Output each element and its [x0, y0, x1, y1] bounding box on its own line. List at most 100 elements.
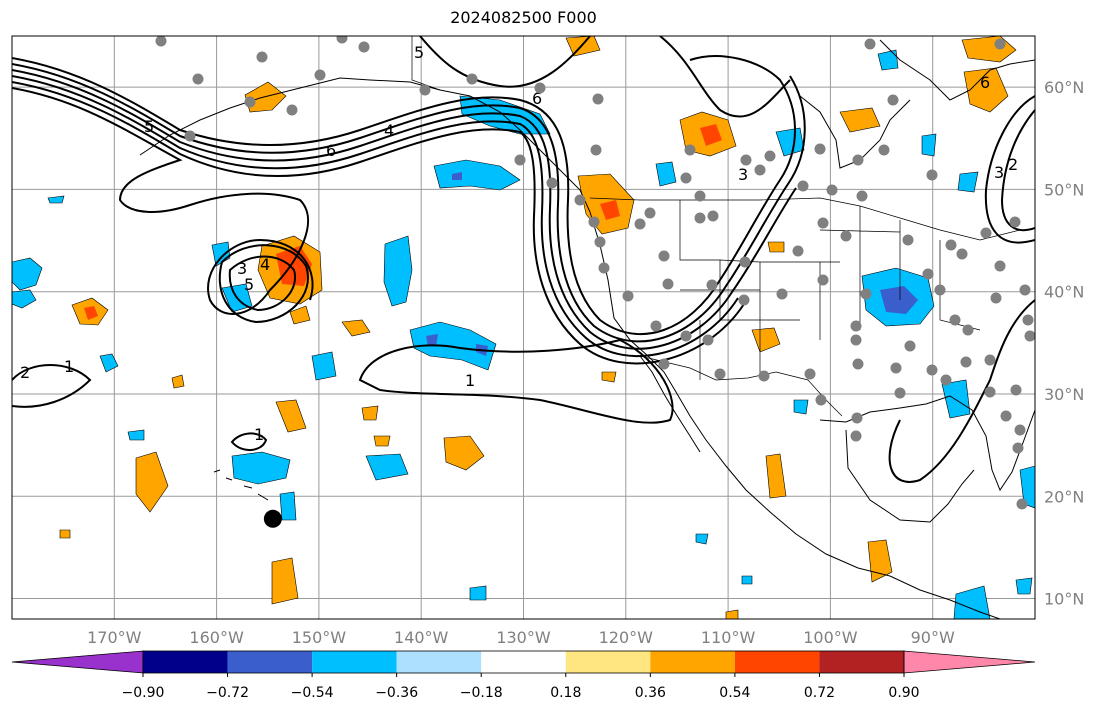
contour-label: 5	[144, 117, 154, 136]
anomaly-blob	[289, 305, 311, 325]
contour-label: 6	[532, 89, 542, 108]
contour-lines	[12, 36, 1035, 483]
station-dot	[815, 394, 827, 406]
station-dot	[650, 320, 662, 332]
anomaly-blob	[426, 334, 438, 346]
station-dot	[817, 217, 829, 229]
lat-tick-label: 50°N	[1044, 180, 1084, 199]
station-dot	[852, 358, 864, 370]
coastlines	[139, 39, 1035, 619]
station-dot	[590, 144, 602, 156]
station-dot	[592, 93, 604, 105]
colorbar-segment	[396, 651, 482, 673]
anomaly-blob	[469, 585, 487, 601]
contour-label: 3	[738, 165, 748, 184]
coastline-yucatan	[845, 429, 975, 523]
anomaly-blob	[725, 609, 739, 619]
lon-tick-label: 90°W	[911, 628, 955, 647]
anomaly-blob	[373, 435, 391, 447]
contour-line	[419, 36, 591, 88]
station-dot	[922, 268, 934, 280]
station-dot	[358, 41, 370, 53]
station-dot	[534, 82, 546, 94]
station-dot	[984, 354, 996, 366]
contour-line	[659, 36, 791, 118]
station-dot	[817, 274, 829, 286]
station-dot	[634, 218, 646, 230]
station-dot	[155, 36, 167, 47]
station-dot	[706, 279, 718, 291]
station-dot	[702, 334, 714, 346]
station-dot	[740, 154, 752, 166]
border-alaska-canada	[411, 36, 441, 91]
anomaly-blob	[1015, 577, 1033, 595]
colorbar-extend-low	[11, 650, 144, 674]
colorbar	[11, 650, 1036, 674]
anomaly-blob	[565, 36, 601, 57]
colorbar-labels: −0.90 −0.72 −0.54 −0.36 −0.18 0.18 0.36 0.54 0.7…	[122, 673, 920, 701]
station-dot	[1016, 498, 1028, 510]
anomaly-blob	[767, 241, 785, 253]
anomaly-blob	[383, 235, 413, 307]
anomaly-blob	[279, 491, 297, 521]
contour-label: 1	[254, 425, 264, 444]
anomaly-blob	[880, 286, 918, 314]
station-dot	[707, 210, 719, 222]
station-dot	[949, 314, 961, 326]
anomaly-blob	[839, 107, 881, 133]
station-dot	[902, 234, 914, 246]
station-dot	[1014, 424, 1026, 436]
station-dot	[546, 177, 558, 189]
station-dot	[850, 430, 862, 442]
contour-line	[1000, 109, 1035, 232]
latitude-labels: 60°N 50°N 40°N 30°N 20°N 10°N	[1044, 78, 1084, 608]
anomaly-blob	[275, 399, 307, 433]
colorbar-segment	[565, 651, 651, 673]
station-dot	[662, 278, 674, 290]
anomaly-blob	[793, 399, 809, 415]
contour-label: 1	[465, 371, 475, 390]
contour-line	[358, 338, 674, 424]
colorbar-segment	[312, 651, 397, 673]
station-dot	[850, 334, 862, 346]
contour-line	[12, 75, 739, 358]
anomaly-blob	[135, 451, 169, 513]
station-dot	[680, 172, 692, 184]
anomaly-blob	[271, 557, 299, 605]
station-dot	[980, 227, 992, 239]
political-borders	[411, 36, 1021, 417]
contour-label: 2	[20, 363, 30, 382]
lon-tick-label: 120°W	[599, 628, 654, 647]
anomaly-blob	[953, 585, 991, 619]
anomaly-blob	[1019, 465, 1035, 509]
colorbar-segment	[650, 651, 735, 673]
colorbar-tick-label: 0.54	[719, 685, 750, 701]
station-dot	[644, 207, 656, 219]
anomaly-blob	[12, 257, 43, 291]
contour-label: 4	[260, 255, 270, 274]
station-dot	[286, 104, 298, 116]
station-dot	[990, 292, 1002, 304]
station-dot	[904, 340, 916, 352]
station-dot	[514, 154, 526, 166]
contour-line	[12, 55, 796, 336]
anomaly-blob	[741, 575, 753, 585]
lat-tick-label: 30°N	[1044, 385, 1084, 404]
anomaly-blob	[12, 289, 37, 309]
coastline-hudson	[799, 95, 911, 169]
station-dot	[797, 180, 809, 192]
colorbar-outline	[142, 650, 905, 674]
lon-tick-label: 140°W	[394, 628, 449, 647]
lon-tick-label: 170°W	[87, 628, 142, 647]
anomaly-blob	[84, 306, 98, 320]
station-dot	[192, 73, 204, 85]
anomaly-blob	[655, 161, 677, 187]
anomaly-blob	[47, 195, 65, 204]
station-dot	[256, 51, 268, 63]
station-dot	[994, 260, 1006, 272]
anomaly-blob	[433, 159, 521, 191]
contour-line	[12, 81, 745, 365]
anomaly-blob	[751, 327, 781, 353]
station-dot	[244, 96, 256, 108]
